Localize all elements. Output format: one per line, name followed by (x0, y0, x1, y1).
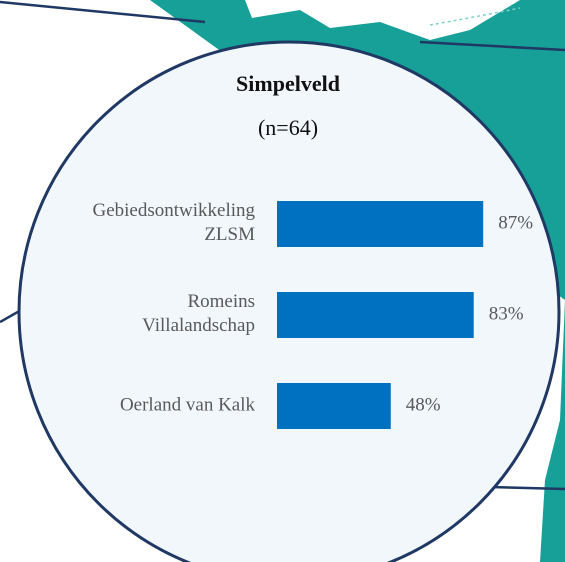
value-label: 87% (498, 212, 533, 233)
bar (277, 383, 391, 429)
bar (277, 201, 484, 247)
value-label: 83% (489, 303, 524, 324)
category-label: Gebiedsontwikkeling ZLSM (92, 200, 255, 245)
chart-title: Simpelveld (236, 71, 340, 96)
bar (277, 292, 474, 338)
category-label: Oerland van Kalk (120, 394, 256, 415)
category-label: Romeins Villalandschap (142, 291, 255, 336)
value-label: 48% (406, 394, 441, 415)
chart-subtitle: (n=64) (258, 115, 318, 140)
